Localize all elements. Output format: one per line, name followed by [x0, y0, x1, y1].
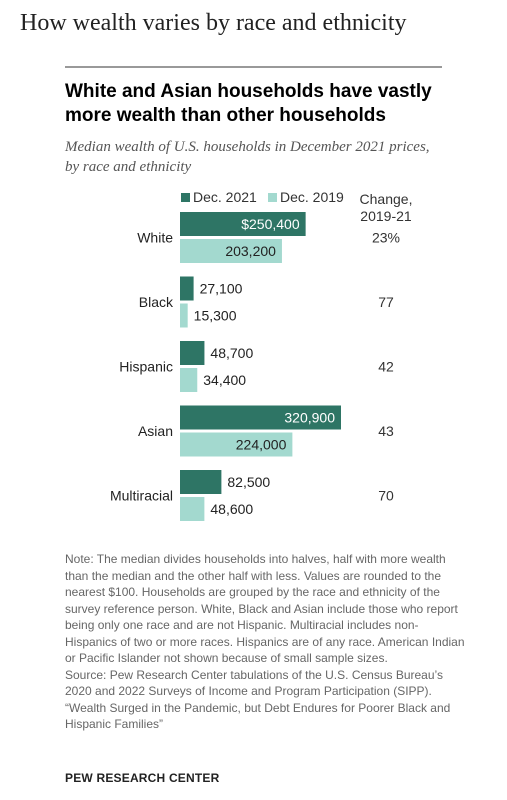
- bar-multiracial-2021: [180, 470, 222, 494]
- change-header-line-2: 2019-21: [360, 208, 412, 224]
- value-label-hispanic-2019: 34,400: [203, 372, 246, 388]
- change-header-line-1: Change,: [360, 191, 413, 207]
- legend-label-0: Dec. 2021: [193, 189, 257, 205]
- bar-white-2021: [180, 212, 306, 236]
- chart-title: White and Asian households have vastly m…: [65, 81, 432, 126]
- change-value-asian: 43: [378, 423, 394, 439]
- header-divider: [65, 66, 442, 68]
- legend-swatch-0: [181, 193, 190, 202]
- value-label-asian-2021: 320,900: [284, 410, 335, 426]
- bar-asian-2021: [180, 405, 341, 430]
- bar-chart: Dec. 2021 Dec. 2019 Change,2019-21 White $25…: [110, 189, 413, 521]
- category-label-white: White: [137, 230, 173, 246]
- source-text: Source: Pew Research Center tabulations …: [65, 667, 443, 699]
- report-title: “Wealth Surged in the Pandemic, but Debt…: [65, 700, 451, 732]
- bar-white-2019: [180, 239, 282, 263]
- bar-black-2019: [180, 303, 188, 328]
- chart-subtitle: Median wealth of U.S. households in Dece…: [65, 139, 430, 175]
- bar-black-2021: [180, 276, 194, 301]
- category-label-black: Black: [139, 294, 174, 310]
- value-label-multiracial-2019: 48,600: [210, 501, 253, 517]
- change-value-hispanic: 42: [378, 359, 394, 375]
- legend-label-1: Dec. 2019: [280, 189, 344, 205]
- value-label-asian-2019: 224,000: [236, 437, 287, 453]
- value-label-multiracial-2021: 82,500: [227, 474, 270, 490]
- value-label-black-2019: 15,300: [194, 308, 237, 324]
- value-label-white-2021: $250,400: [241, 216, 300, 232]
- pew-logo-text: PEW RESEARCH CENTER: [65, 771, 220, 785]
- category-label-asian: Asian: [138, 423, 173, 439]
- bar-hispanic-2019: [180, 368, 198, 392]
- bar-asian-2019: [180, 432, 293, 457]
- page-header: How wealth varies by race and ethnicity: [20, 10, 407, 36]
- category-label-hispanic: Hispanic: [119, 359, 173, 375]
- change-value-white: 23%: [372, 230, 400, 246]
- note-text: Note: The median divides households into…: [65, 552, 465, 665]
- bar-multiracial-2019: [180, 497, 205, 521]
- value-label-hispanic-2021: 48,700: [210, 345, 253, 361]
- change-value-multiracial: 70: [378, 488, 394, 504]
- change-value-black: 77: [378, 294, 394, 310]
- value-label-white-2019: 203,200: [225, 243, 276, 259]
- legend-swatch-1: [268, 193, 277, 202]
- bar-hispanic-2021: [180, 341, 205, 365]
- value-label-black-2021: 27,100: [200, 281, 243, 297]
- category-label-multiracial: Multiracial: [110, 488, 173, 504]
- chart-notes: Note: The median divides households into…: [65, 551, 465, 733]
